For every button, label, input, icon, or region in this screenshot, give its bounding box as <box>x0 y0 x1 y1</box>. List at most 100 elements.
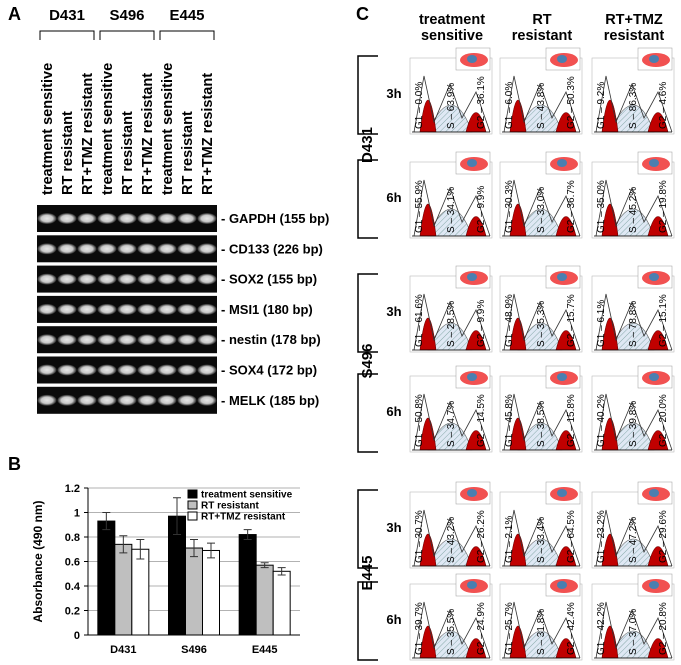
gel-band <box>77 273 97 285</box>
band-label: - MELK (185 bp) <box>221 393 319 408</box>
gel-band <box>117 364 137 376</box>
lane-label: treatment sensitive <box>100 63 116 195</box>
gel-band <box>57 243 77 255</box>
phase-label: S – 35.5% <box>446 609 457 655</box>
lane-label: RT+TMZ resistant <box>140 73 156 195</box>
legend-label: RT resistant <box>201 501 259 512</box>
phase-label: G2 – 9.9% <box>476 300 487 347</box>
phase-label: G1 – 30.7% <box>414 510 425 563</box>
gel-band <box>177 364 197 376</box>
bracket <box>357 373 378 453</box>
lane-label: RT+TMZ resistant <box>200 73 216 195</box>
gel-band <box>177 243 197 255</box>
gel-band <box>57 334 77 346</box>
histogram-trace <box>503 179 581 237</box>
scatter-gate <box>557 489 567 497</box>
error-bar <box>173 497 181 536</box>
bracket <box>357 159 378 239</box>
phase-label: G1 – 9.2% <box>596 82 607 129</box>
scatter-gate <box>649 581 659 589</box>
y-tick-label: 0.2 <box>65 606 80 618</box>
g1-peak <box>509 417 527 451</box>
gel-band <box>137 273 157 285</box>
time-label: 6h <box>386 612 401 627</box>
y-tick-label: 1 <box>74 508 80 520</box>
phase-label: S – 34.7% <box>446 401 457 447</box>
phase-label: G2 – 15.8% <box>566 394 577 447</box>
g1-peak <box>419 625 437 659</box>
lane-label: RT resistant <box>60 111 76 195</box>
g1-peak <box>419 417 437 451</box>
gel-band <box>117 334 137 346</box>
histogram-trace <box>595 393 673 451</box>
gel-band <box>77 364 97 376</box>
phase-label: S – 33.0% <box>536 187 547 233</box>
gel-band <box>57 394 77 406</box>
gel-band <box>37 243 57 255</box>
band-label: - SOX4 (172 bp) <box>221 363 317 378</box>
bracket <box>357 55 378 135</box>
gel-band <box>157 394 177 406</box>
gel-band <box>157 213 177 224</box>
phase-label: S – 43.2% <box>446 517 457 563</box>
gel-band <box>97 364 117 376</box>
gel-band <box>197 303 217 315</box>
histogram-trace <box>413 75 491 133</box>
y-axis-title: Absorbance (490 nm) <box>31 500 45 622</box>
gel-band <box>37 394 57 406</box>
gel-band <box>57 303 77 315</box>
scatter-gate <box>557 273 567 281</box>
gel-band <box>137 213 157 224</box>
phase-label: G1 – 30.3% <box>504 180 515 233</box>
g1-peak <box>419 533 437 567</box>
phase-label: G1 – 55.9% <box>414 180 425 233</box>
phase-label: G1 – 6.0% <box>504 82 515 129</box>
panel-letter: A <box>8 4 21 24</box>
histogram-trace <box>503 75 581 133</box>
legend-swatch <box>187 511 198 521</box>
phase-label: G2 – 20.8% <box>658 602 669 655</box>
band-label: - CD133 (226 bp) <box>221 241 323 256</box>
column-header: RT+TMZ resistant <box>604 12 665 44</box>
bar <box>255 564 274 636</box>
scatter-gate <box>557 373 567 381</box>
time-label: 3h <box>386 304 401 319</box>
cell-line-label: E445 <box>169 7 204 24</box>
histogram-trace <box>595 179 673 237</box>
g1-peak <box>509 99 527 133</box>
time-label: 3h <box>386 86 401 101</box>
phase-label: G1 – 25.7% <box>504 602 515 655</box>
gel-band <box>157 303 177 315</box>
gel-band <box>157 273 177 285</box>
gel-band <box>97 273 117 285</box>
histogram-trace <box>413 393 491 451</box>
column-header: RT resistant <box>512 12 573 44</box>
g1-peak <box>419 99 437 133</box>
gel-band <box>137 243 157 255</box>
bracket <box>357 489 378 569</box>
phase-label: S – 28.5% <box>446 301 457 347</box>
gel-band <box>97 394 117 406</box>
error-bar <box>277 567 286 576</box>
gel-band <box>77 243 97 255</box>
phase-label: S – 47.2% <box>628 517 639 563</box>
lane-label: treatment sensitive <box>160 63 176 195</box>
histogram-trace <box>503 293 581 351</box>
band-label: - SOX2 (155 bp) <box>221 272 317 287</box>
gel-band <box>57 213 77 224</box>
phase-label: G1 – 23.2% <box>596 510 607 563</box>
x-tick-label: S496 <box>181 644 207 656</box>
lane-label: RT resistant <box>180 111 196 195</box>
scatter-gate <box>467 55 477 63</box>
gel-band <box>177 334 197 346</box>
cell-line-label: D431 <box>49 7 85 24</box>
scatter-gate <box>649 273 659 281</box>
scatter-gate <box>649 159 659 167</box>
gel-band <box>197 243 217 255</box>
scatter-gate <box>649 55 659 63</box>
phase-label: G2 – 29.6% <box>658 510 669 563</box>
gel-band <box>117 213 137 224</box>
legend-swatch <box>187 500 198 510</box>
column-header: treatment sensitive <box>419 12 485 44</box>
error-bar <box>119 535 128 554</box>
